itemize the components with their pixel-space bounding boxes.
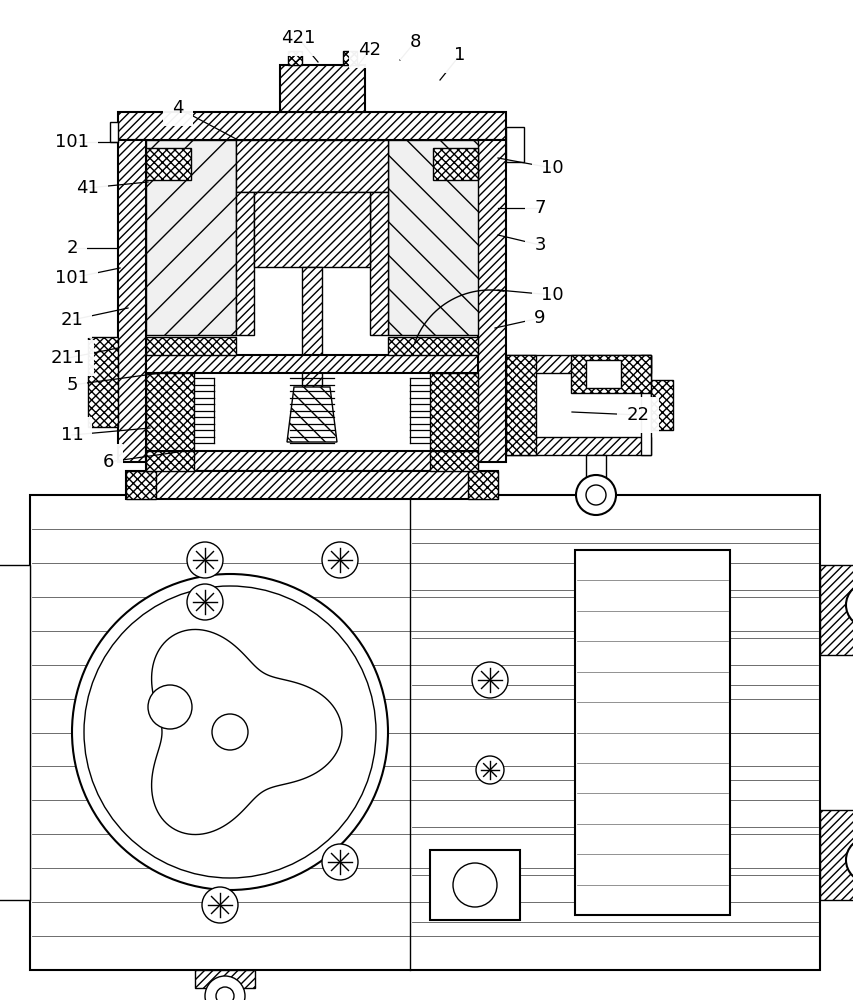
Bar — [819, 565, 853, 655]
Circle shape — [575, 475, 615, 515]
Text: 101: 101 — [55, 269, 89, 287]
Bar — [146, 451, 478, 471]
Circle shape — [322, 844, 357, 880]
Circle shape — [216, 987, 234, 1000]
Bar — [88, 337, 118, 427]
Circle shape — [205, 976, 245, 1000]
Bar — [432, 148, 478, 180]
Text: 10: 10 — [540, 159, 563, 177]
Circle shape — [585, 485, 606, 505]
Bar — [146, 451, 194, 471]
Bar — [819, 810, 853, 900]
Bar — [369, 192, 387, 335]
Circle shape — [322, 542, 357, 578]
Bar — [302, 267, 322, 397]
Circle shape — [84, 586, 375, 878]
Circle shape — [72, 574, 387, 890]
Bar — [30, 495, 819, 970]
Bar — [343, 51, 357, 65]
Circle shape — [202, 887, 238, 923]
Bar — [146, 373, 194, 451]
Bar — [478, 140, 506, 462]
Text: 41: 41 — [77, 179, 99, 197]
Bar — [126, 471, 156, 499]
Text: 101: 101 — [55, 133, 89, 151]
Bar — [650, 380, 672, 430]
Bar — [146, 355, 478, 373]
Bar — [506, 355, 536, 455]
Circle shape — [187, 584, 223, 620]
Text: 2: 2 — [67, 239, 78, 257]
Text: 11: 11 — [61, 426, 84, 444]
Circle shape — [845, 838, 853, 882]
Text: 7: 7 — [534, 199, 545, 217]
Bar — [118, 140, 146, 462]
Bar — [343, 51, 357, 65]
Text: 8: 8 — [409, 33, 421, 51]
Bar — [430, 451, 478, 471]
Text: 1: 1 — [454, 46, 465, 64]
Bar — [506, 355, 650, 373]
Bar — [146, 140, 235, 335]
Bar — [467, 471, 497, 499]
Circle shape — [148, 685, 192, 729]
Circle shape — [475, 756, 503, 784]
Bar — [146, 337, 235, 355]
Circle shape — [212, 714, 247, 750]
Bar — [235, 140, 387, 192]
Text: 22: 22 — [626, 406, 649, 424]
Bar — [641, 355, 650, 455]
Bar — [430, 373, 478, 451]
Bar — [585, 455, 606, 495]
Bar — [387, 337, 478, 355]
Circle shape — [187, 542, 223, 578]
Bar — [506, 437, 650, 455]
Bar — [280, 65, 364, 112]
Bar — [0, 565, 30, 900]
Bar — [110, 122, 118, 142]
Polygon shape — [287, 387, 337, 442]
Text: 5: 5 — [67, 376, 78, 394]
Text: 21: 21 — [61, 311, 84, 329]
Bar — [387, 140, 478, 335]
Bar — [253, 192, 369, 267]
Bar — [126, 471, 497, 499]
Text: 9: 9 — [534, 309, 545, 327]
Circle shape — [472, 662, 508, 698]
Bar — [506, 127, 524, 162]
Bar — [571, 355, 650, 393]
Circle shape — [845, 583, 853, 627]
Bar — [574, 550, 729, 915]
Bar — [430, 850, 519, 920]
Text: 3: 3 — [534, 236, 545, 254]
Text: 6: 6 — [102, 453, 113, 471]
Text: 211: 211 — [51, 349, 85, 367]
Text: 42: 42 — [358, 41, 381, 59]
Bar — [146, 148, 191, 180]
Bar — [194, 970, 255, 988]
Text: 10: 10 — [540, 286, 563, 304]
Bar — [287, 51, 302, 65]
Bar — [235, 192, 253, 335]
Bar — [585, 360, 620, 388]
Polygon shape — [152, 629, 341, 835]
Bar — [287, 51, 302, 65]
Bar — [118, 112, 506, 140]
Text: 4: 4 — [172, 99, 183, 117]
Circle shape — [452, 863, 496, 907]
Text: 421: 421 — [281, 29, 315, 47]
